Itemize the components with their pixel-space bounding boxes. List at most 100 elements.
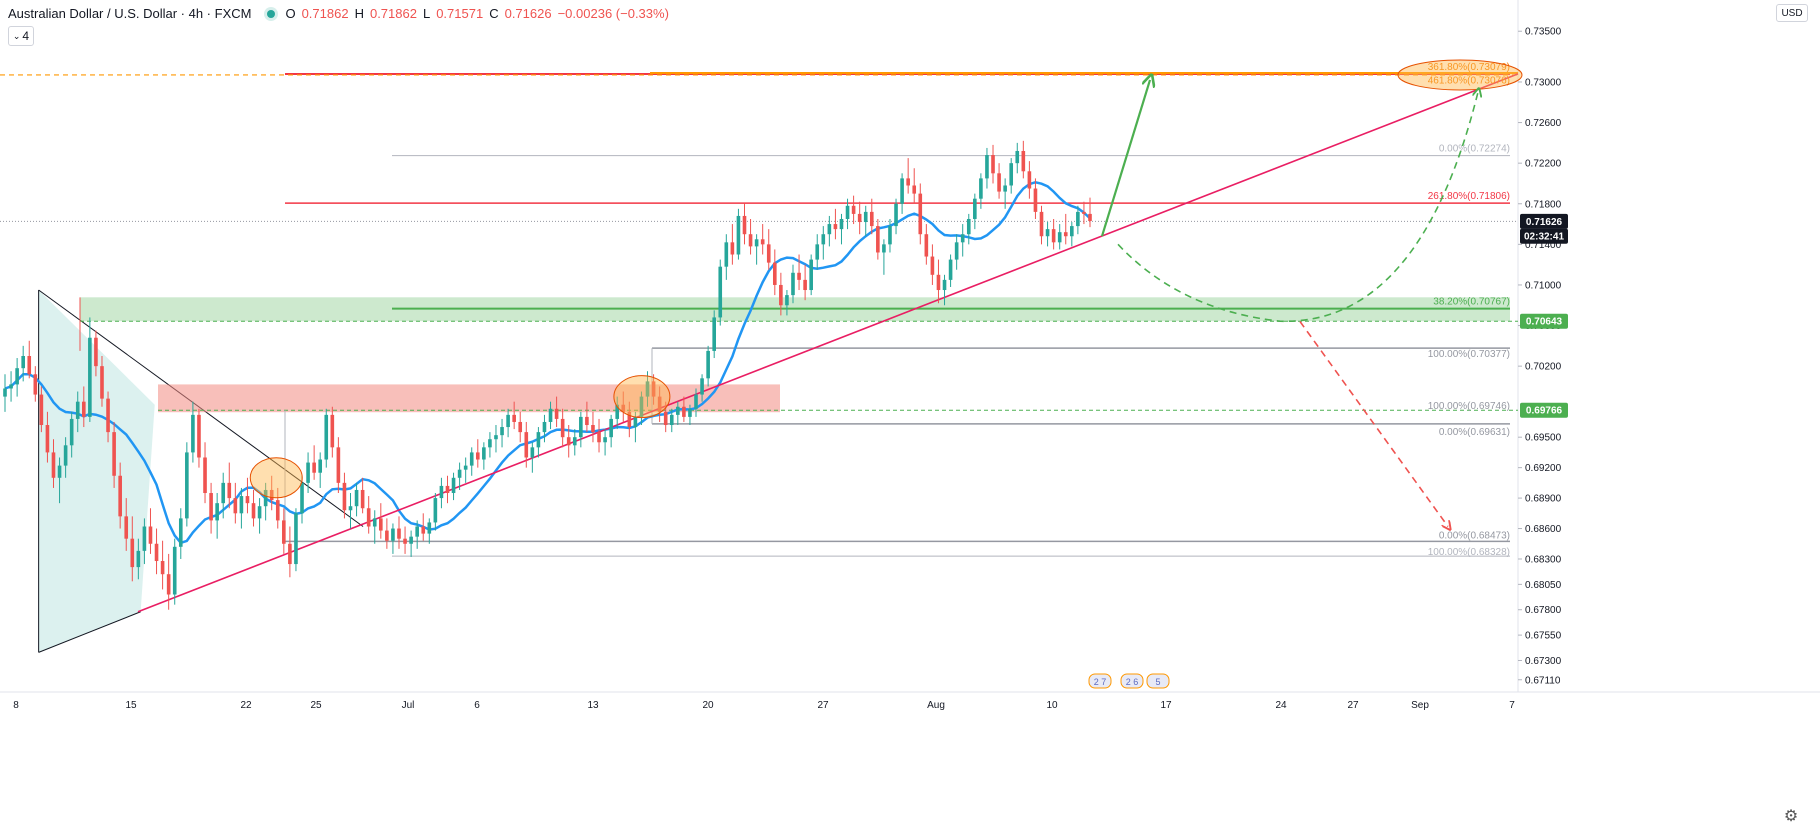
y-tick-label: 0.73000 [1525,77,1562,88]
x-tick-label: 10 [1046,700,1058,711]
x-tick-label: 6 [474,700,480,711]
candle-body [45,425,50,453]
candle [324,408,329,468]
fib-label: 261.80%(0.71806) [1428,191,1510,202]
candle-body [227,482,232,499]
candle [1003,178,1007,209]
candle-body [445,485,450,494]
candle [263,482,268,521]
candle-body [536,432,541,448]
candle-body [833,224,838,230]
candle-body [33,374,38,395]
candle [154,528,159,575]
candle-body [185,452,189,519]
candle [233,482,238,524]
candle-body [148,526,153,544]
candle [942,274,947,306]
candle-body [930,256,935,275]
candle-body [706,350,710,379]
y-tick-label: 0.68300 [1525,554,1562,565]
candle-body [1033,188,1038,212]
candle-body [1027,171,1032,189]
symbol-title[interactable]: Australian Dollar / U.S. Dollar · 4h · F… [8,6,252,21]
candle [239,487,244,529]
gear-icon[interactable]: ⚙ [1783,808,1799,825]
candle-body [948,259,953,280]
candle-body [63,445,68,466]
candle [439,477,444,509]
candle-body [960,234,965,243]
candle-body [354,489,359,507]
candle-body [318,459,323,473]
candle [160,540,165,590]
fib-label: 38.20%(0.70767) [1433,297,1510,308]
event-flag-icon [1146,673,1170,689]
candle [391,523,395,554]
candle [251,489,256,527]
candle-body [251,503,256,519]
interval-selector[interactable]: ⌄ 4 [8,26,34,46]
candle-body [469,452,474,466]
candle-body [985,155,989,179]
candle [688,404,692,426]
event-marker: 2 6 [1120,673,1144,689]
candle [366,496,371,534]
event-flag-icon [1088,673,1112,689]
x-tick-label: 27 [817,700,829,711]
candle [142,518,147,565]
candle-body [730,242,735,255]
candle-body [215,503,219,521]
candle [33,366,38,402]
candle [421,513,426,541]
candle [433,493,438,531]
candle-body [572,437,577,446]
candle [754,234,759,265]
event-marker: 5 [1146,673,1170,689]
candle-body [639,396,644,417]
candle [106,391,110,443]
high-label: H [354,6,364,21]
open-value: 0.71862 [301,6,349,21]
candle [88,317,92,422]
candle [863,205,868,237]
candle [809,254,813,296]
candle [918,183,923,245]
candle-body [312,462,316,473]
candle [245,477,250,514]
candle [524,421,529,468]
candle-body [585,416,589,426]
currency-badge[interactable]: USD [1776,4,1808,22]
candle [948,254,953,287]
candle-body [627,411,632,428]
open-label: O [285,6,296,21]
candle-body [160,561,165,575]
candle-body [1003,185,1007,192]
candle [960,224,965,257]
candle-body [1045,229,1050,237]
candle-body [1076,211,1080,227]
candle [924,224,929,265]
y-tick-label: 0.68050 [1525,580,1562,591]
candle [197,408,201,468]
candle [621,391,626,422]
candle [973,193,977,230]
candle [512,401,516,430]
candle [518,411,523,443]
candle [166,553,171,610]
candle [894,198,898,235]
candle-body [166,574,171,595]
candle-body [475,452,480,460]
candle-body [827,224,832,235]
candle [718,259,723,326]
candle [554,396,559,428]
candle [94,330,98,377]
candle [124,498,129,551]
y-tick-label: 0.68600 [1525,524,1562,535]
candle [45,411,50,463]
candle [1070,222,1074,247]
event-marker: 2 7 [1088,673,1112,689]
price-tag [1520,213,1568,229]
candle-body [1015,150,1020,164]
candle-body [342,482,347,511]
